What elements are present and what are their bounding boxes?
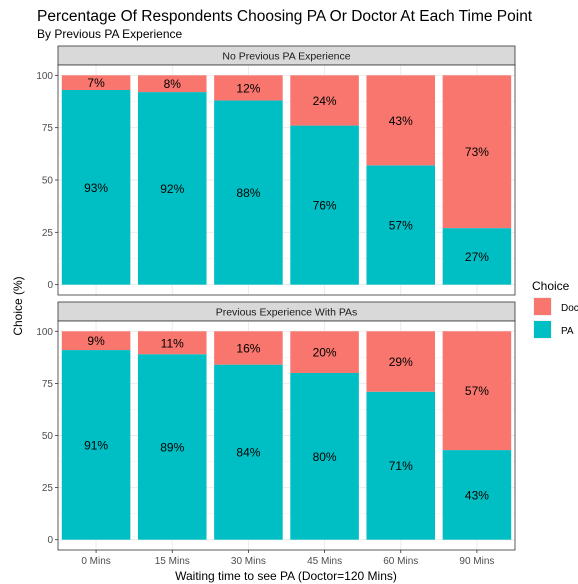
y-tick-label: 50: [42, 176, 54, 187]
y-tick-label: 25: [42, 228, 54, 239]
data-label-doctor: 8%: [164, 77, 182, 91]
y-tick-label: 100: [36, 71, 53, 82]
bar-pa-2-2: [137, 354, 207, 540]
bar-doctor-2-5: [366, 331, 436, 392]
data-label-doctor: 29%: [389, 355, 413, 369]
bar-doctor-2-3: [214, 331, 283, 365]
bar-doctor-2-4: [290, 331, 359, 373]
data-label-pa: 76%: [313, 199, 337, 213]
bar-doctor-2-6: [442, 331, 512, 451]
facet-strip-label-2: Previous Experience With PAs: [216, 307, 358, 319]
data-label-doctor: 73%: [465, 145, 489, 159]
data-label-pa: 80%: [313, 450, 337, 464]
data-label-pa: 57%: [389, 218, 413, 232]
data-label-pa: 71%: [389, 459, 413, 473]
bar-doctor-2-2: [137, 331, 207, 355]
bar-pa-1-2: [137, 92, 207, 285]
data-label-pa: 89%: [160, 440, 184, 454]
x-tick-label: 45 Mins: [307, 556, 342, 567]
bar-doctor-1-6: [442, 75, 512, 229]
x-tick-label: 60 Mins: [383, 556, 418, 567]
x-tick-label: 90 Mins: [459, 556, 494, 567]
bar-pa-1-1: [61, 90, 131, 285]
bar-pa-2-4: [290, 372, 359, 540]
y-tick-label: 100: [36, 327, 53, 338]
data-label-doctor: 7%: [87, 76, 105, 90]
data-label-doctor: 24%: [313, 94, 337, 108]
data-label-doctor: 43%: [389, 114, 413, 128]
bar-pa-2-1: [61, 350, 131, 540]
data-label-pa: 84%: [236, 446, 260, 460]
x-axis-label: Waiting time to see PA (Doctor=120 Mins): [175, 569, 397, 583]
legend-swatch-pa: [534, 321, 551, 338]
data-label-doctor: 20%: [313, 346, 337, 360]
bar-pa-1-3: [214, 100, 283, 285]
panel-border-1: [57, 64, 516, 296]
x-tick-label: 0 Mins: [81, 556, 110, 567]
bar-doctor-1-2: [137, 75, 207, 93]
bar-pa-2-6: [442, 450, 512, 540]
data-label-doctor: 12%: [236, 81, 260, 95]
legend-label-doctor: Doctor: [561, 303, 578, 314]
x-axis-ticks: 0 Mins 15 Mins 30 Mins 45 Mins 60 Mins 90 Min…: [81, 550, 494, 567]
y-tick-label: 75: [42, 123, 54, 134]
panel-border-2: [57, 320, 516, 551]
bar-doctor-1-3: [214, 75, 283, 101]
x-tick-label: 30 Mins: [231, 556, 266, 567]
y-tick-label: 0: [47, 535, 53, 546]
bar-doctor-1-1: [61, 75, 131, 91]
data-label-doctor: 9%: [87, 334, 105, 348]
data-label-pa: 91%: [84, 438, 108, 452]
bar-pa-1-4: [290, 125, 359, 285]
legend: Choice Doctor PA: [532, 279, 578, 339]
x-tick-label: 15 Mins: [155, 556, 190, 567]
y-tick-label: 0: [47, 280, 53, 291]
data-label-doctor: 16%: [236, 341, 260, 355]
facet-panels: No Previous PA Experience 0 25 50 75 100 93% 7%…: [36, 45, 516, 551]
y-axis-label: Choice (%): [11, 276, 25, 335]
data-label-doctor: 57%: [465, 384, 489, 398]
legend-swatch-doctor: [534, 298, 551, 315]
y-tick-label: 50: [42, 431, 54, 442]
facet-strip-label-1: No Previous PA Experience: [222, 51, 350, 63]
chart-subtitle: By Previous PA Experience: [37, 27, 183, 41]
data-label-pa: 93%: [84, 181, 108, 195]
data-label-pa: 43%: [465, 488, 489, 502]
data-label-pa: 88%: [236, 186, 260, 200]
bar-pa-1-6: [442, 228, 512, 285]
y-tick-label: 75: [42, 379, 54, 390]
data-label-pa: 92%: [160, 182, 184, 196]
legend-label-pa: PA: [561, 326, 574, 337]
legend-title: Choice: [532, 279, 570, 293]
bar-pa-2-3: [214, 364, 283, 540]
y-tick-label: 25: [42, 483, 54, 494]
bar-doctor-1-4: [290, 75, 359, 126]
bar-pa-2-5: [366, 391, 436, 540]
chart-title: Percentage Of Respondents Choosing PA Or…: [37, 8, 533, 25]
data-label-pa: 27%: [465, 250, 489, 264]
bar-doctor-2-1: [61, 331, 131, 351]
data-label-doctor: 11%: [161, 336, 184, 350]
bar-doctor-1-5: [366, 75, 436, 166]
bar-pa-1-5: [366, 165, 436, 285]
